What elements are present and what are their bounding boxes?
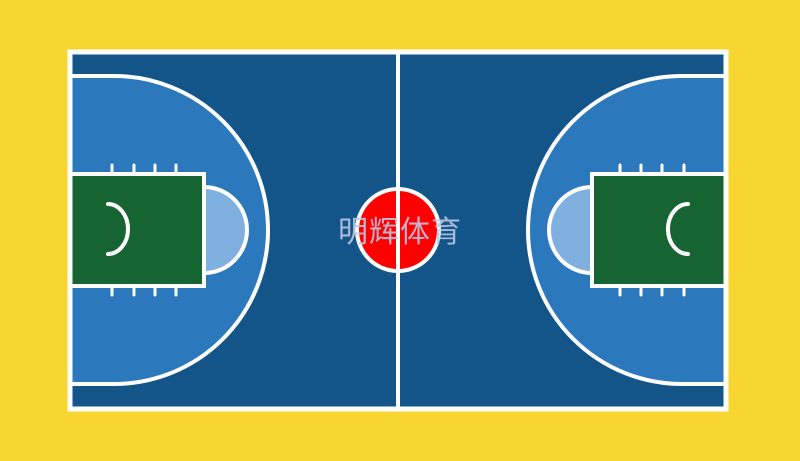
right-free-throw-semicircle: [547, 184, 594, 276]
right-lane-marks: [618, 163, 686, 297]
right-half-court: [526, 74, 728, 386]
left-half-court: [68, 74, 270, 386]
court-boundary: [67, 49, 729, 412]
left-restricted-arc: [106, 202, 130, 256]
left-lane-marks: [110, 163, 178, 297]
right-key: [590, 172, 728, 288]
right-restricted-arc: [666, 202, 690, 256]
left-free-throw-semicircle: [202, 184, 249, 276]
left-key: [68, 172, 206, 288]
